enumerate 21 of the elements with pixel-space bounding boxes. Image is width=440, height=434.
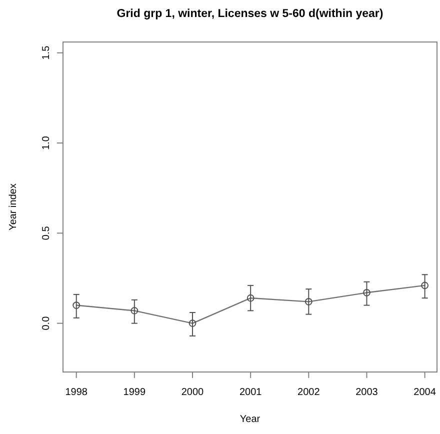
x-tick-label: 2000 xyxy=(181,387,204,398)
point xyxy=(421,282,429,290)
y-tick-label: 0.0 xyxy=(41,316,52,330)
y-tick-label: 0.5 xyxy=(41,226,52,240)
point xyxy=(363,288,370,296)
x-tick-label: 2004 xyxy=(414,387,436,398)
x-tick-label: 2003 xyxy=(356,387,378,398)
point xyxy=(246,294,254,302)
x-tick-label: 1999 xyxy=(123,387,146,398)
y-tick-label: 1.0 xyxy=(41,136,52,150)
chart-title: Grid grp 1, winter, Licenses w 5-60 d(within year) xyxy=(116,8,384,20)
point xyxy=(188,320,196,328)
point xyxy=(130,306,138,314)
x-tick-label: 2001 xyxy=(239,387,262,398)
y-axis-title: Year index xyxy=(8,184,19,230)
point xyxy=(304,298,312,306)
y-tick-label: 1.5 xyxy=(41,45,52,60)
x-tick-label: 1998 xyxy=(65,387,88,398)
x-axis-title: Year xyxy=(240,414,261,425)
point xyxy=(72,302,80,309)
x-tick-label: 2002 xyxy=(298,387,320,398)
